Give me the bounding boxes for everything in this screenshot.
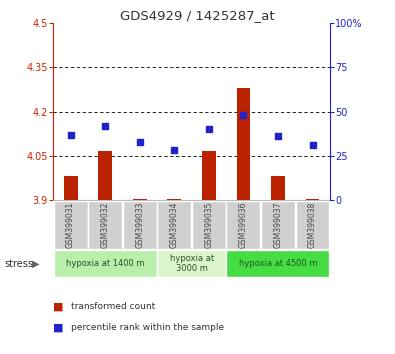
- Bar: [226, 201, 260, 249]
- Text: transformed count: transformed count: [71, 302, 155, 311]
- Text: GSM399037: GSM399037: [273, 201, 282, 248]
- Bar: [133, 199, 147, 200]
- Bar: [54, 201, 88, 249]
- Point: [309, 142, 316, 148]
- Text: GSM399031: GSM399031: [66, 201, 75, 248]
- Text: GSM399038: GSM399038: [308, 201, 317, 248]
- Text: hypoxia at 1400 m: hypoxia at 1400 m: [66, 259, 145, 268]
- Bar: [295, 201, 329, 249]
- Text: ■: ■: [53, 322, 64, 332]
- Bar: [271, 176, 285, 200]
- Bar: [261, 201, 295, 249]
- Text: hypoxia at
3000 m: hypoxia at 3000 m: [169, 254, 214, 273]
- Text: GSM399033: GSM399033: [135, 201, 144, 248]
- Bar: [226, 250, 329, 277]
- Text: GSM399034: GSM399034: [170, 201, 179, 248]
- Text: ▶: ▶: [32, 259, 40, 269]
- Bar: [88, 201, 122, 249]
- Text: GSM399032: GSM399032: [101, 201, 110, 248]
- Text: GDS4929 / 1425287_at: GDS4929 / 1425287_at: [120, 9, 275, 22]
- Bar: [123, 201, 157, 249]
- Point: [240, 112, 246, 118]
- Bar: [54, 250, 157, 277]
- Bar: [306, 199, 320, 200]
- Point: [275, 133, 281, 139]
- Point: [137, 139, 143, 144]
- Bar: [202, 151, 216, 200]
- Bar: [157, 201, 191, 249]
- Bar: [192, 201, 226, 249]
- Point: [102, 123, 108, 129]
- Point: [206, 126, 212, 132]
- Text: GSM399035: GSM399035: [204, 201, 213, 248]
- Bar: [64, 176, 77, 200]
- Bar: [167, 199, 181, 200]
- Text: GSM399036: GSM399036: [239, 201, 248, 248]
- Bar: [98, 151, 112, 200]
- Bar: [237, 88, 250, 200]
- Text: stress: stress: [4, 259, 33, 269]
- Bar: [157, 250, 226, 277]
- Text: ■: ■: [53, 301, 64, 311]
- Text: percentile rank within the sample: percentile rank within the sample: [71, 323, 224, 332]
- Text: hypoxia at 4500 m: hypoxia at 4500 m: [239, 259, 317, 268]
- Point: [68, 132, 74, 137]
- Point: [171, 148, 177, 153]
